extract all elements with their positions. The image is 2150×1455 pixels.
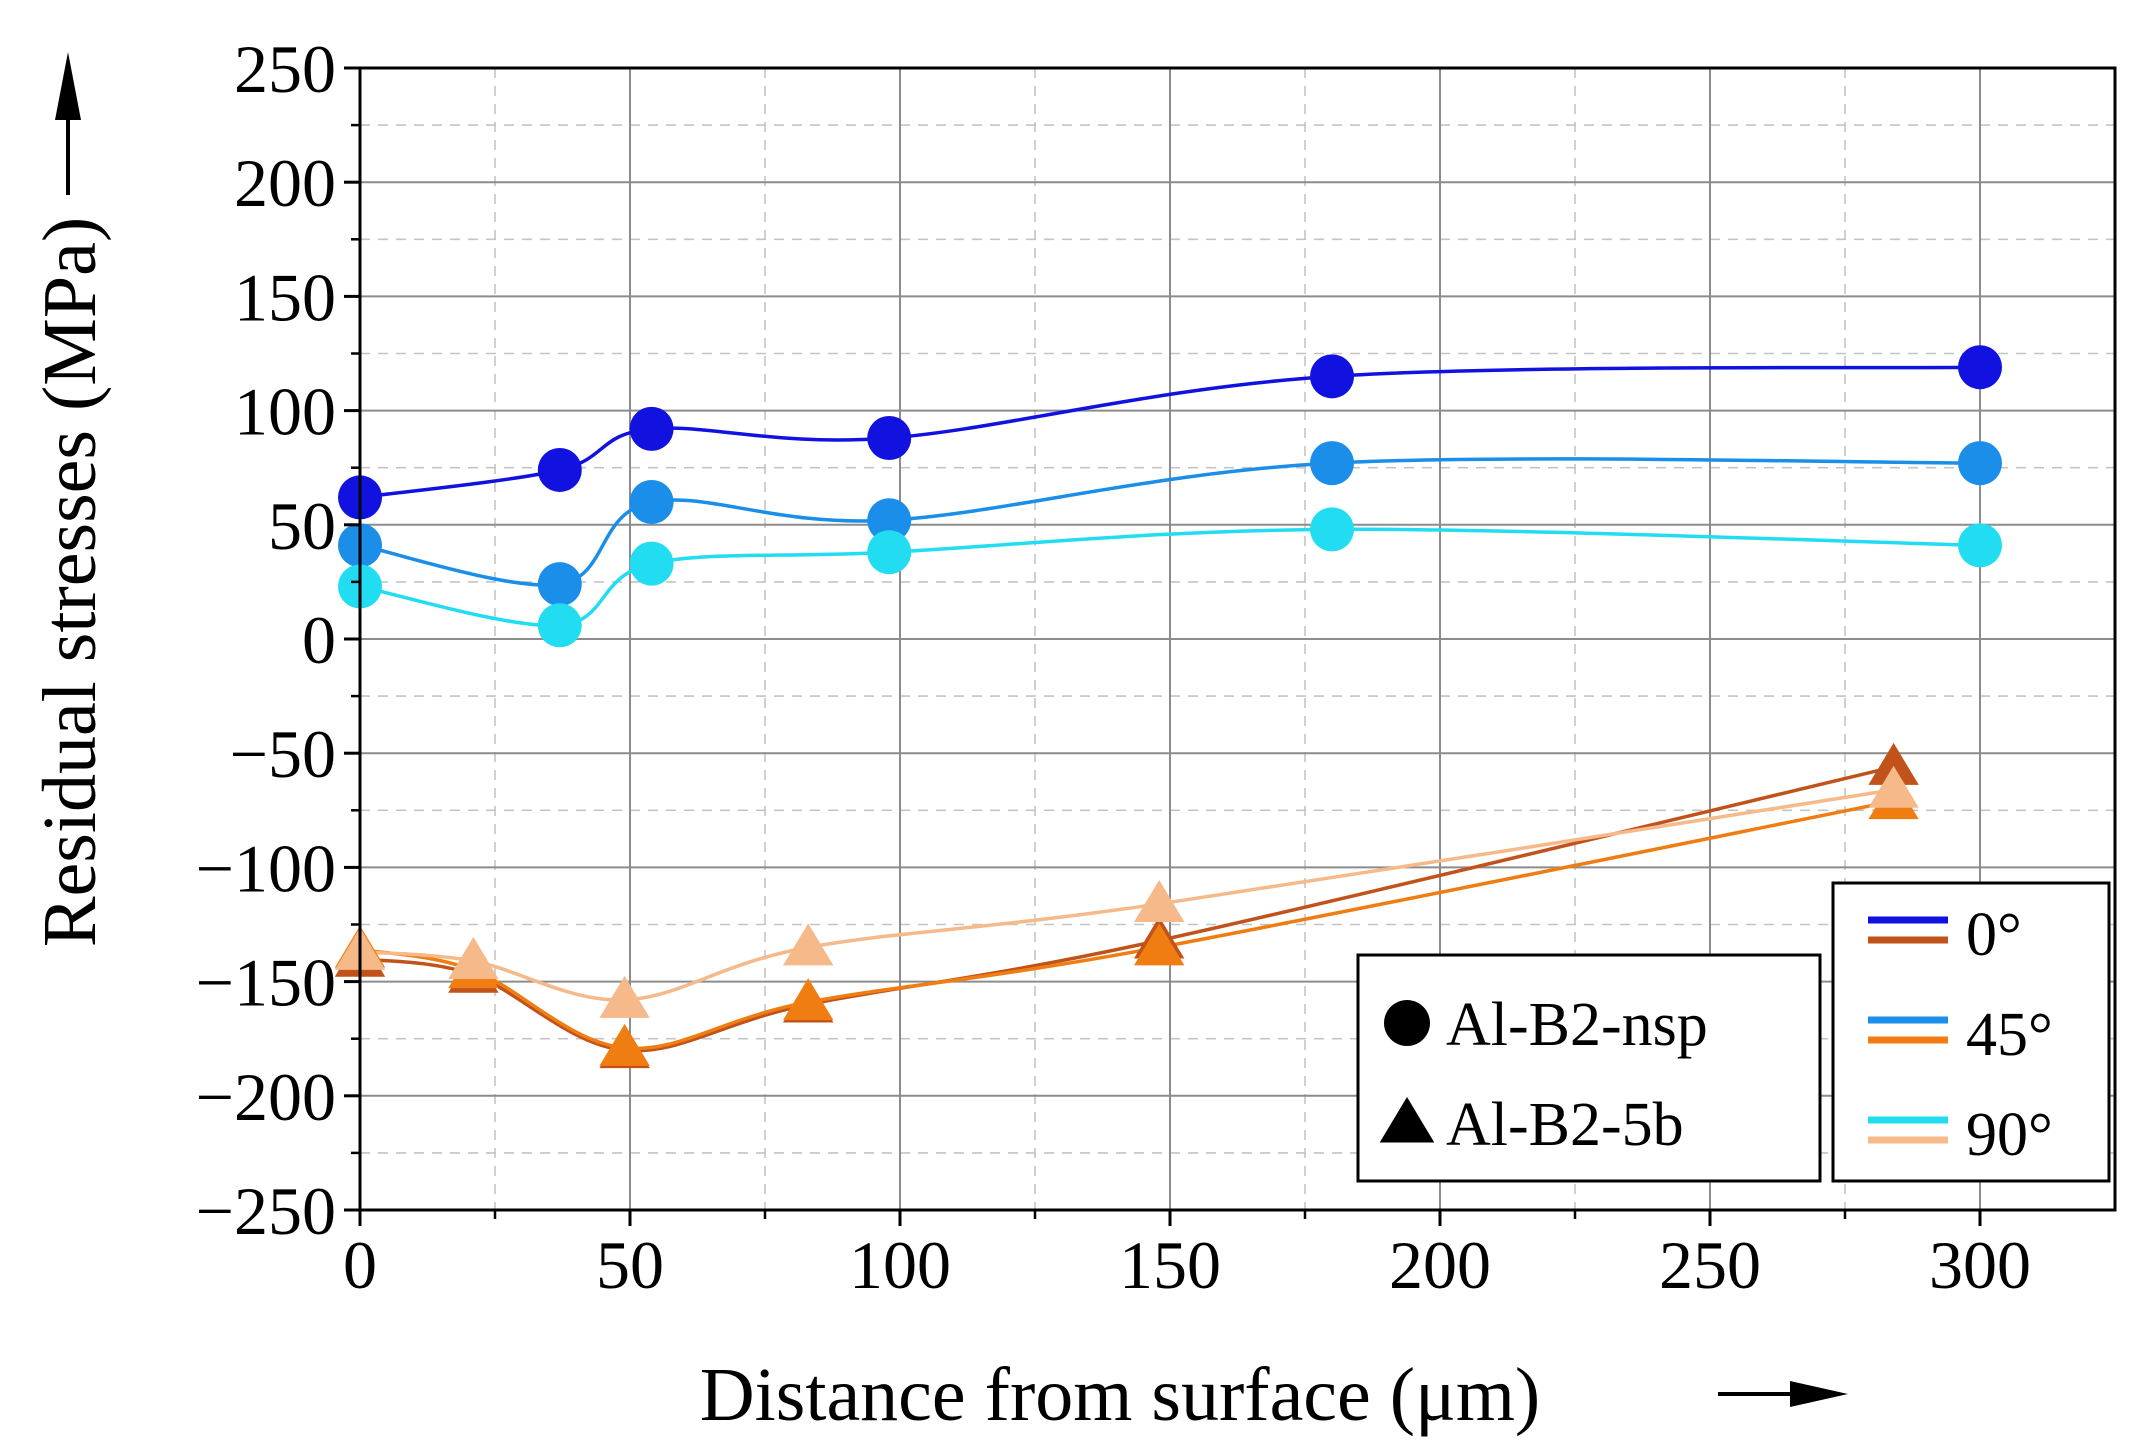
point-al-b2-nsp-45deg (1958, 441, 2002, 486)
x-tick-labels: 0 50 100 150 200 250 300 (343, 1227, 2031, 1303)
x-tick-label: 250 (1659, 1227, 1761, 1303)
point-al-b2-5b-45deg (1134, 923, 1185, 966)
legend-label: Al-B2-5b (1446, 1091, 1684, 1159)
y-tick-labels: 250 200 150 100 50 0 −50 −100 −150 −200 −250 (196, 31, 336, 1249)
series-line-al-b2-5b-45deg (359, 799, 1894, 1051)
legend-angle-label: 45° (1966, 1001, 2053, 1069)
point-al-b2-nsp-90deg (1310, 507, 1354, 552)
point-al-b2-5b-90deg (599, 975, 650, 1018)
x-tick-label: 0 (343, 1227, 377, 1303)
point-al-b2-nsp-90deg (629, 541, 674, 586)
y-tick-label: −150 (196, 945, 336, 1021)
point-al-b2-nsp-0deg (537, 447, 582, 492)
x-tick-label: 100 (849, 1227, 951, 1303)
angle-legend-box (1831, 881, 2111, 1183)
point-al-b2-nsp-0deg (867, 416, 912, 461)
point-al-b2-5b-45deg (599, 1023, 650, 1066)
legend-circle-icon (1384, 1000, 1430, 1046)
x-tick-label: 200 (1389, 1227, 1491, 1303)
point-al-b2-nsp-45deg (629, 479, 674, 524)
x-tick-label: 50 (596, 1227, 664, 1303)
y-axis-title: Residual stresses (MPa) (28, 217, 112, 947)
x-axis-arrow-icon (1718, 1381, 1848, 1407)
point-al-b2-nsp-90deg (537, 603, 582, 648)
marker-legend: Al-B2-nsp Al-B2-5b (1356, 953, 1822, 1183)
point-al-b2-nsp-45deg (1310, 441, 1354, 486)
angle-legend: 0° 45° 90° (1831, 881, 2111, 1183)
point-al-b2-nsp-0deg (1958, 345, 2002, 390)
y-tick-label: −200 (196, 1059, 336, 1135)
point-al-b2-5b-90deg (783, 923, 834, 966)
legend-triangle-icon (1379, 1097, 1435, 1143)
tick-marks (344, 66, 1982, 1226)
legend-angle-label: 90° (1966, 1101, 2053, 1169)
point-al-b2-nsp-45deg (537, 562, 582, 607)
y-tick-label: 100 (234, 374, 336, 450)
y-tick-label: 50 (268, 488, 336, 564)
point-al-b2-5b-90deg (448, 937, 499, 980)
series-line-al-b2-5b-90deg (359, 788, 1894, 1002)
point-al-b2-5b-90deg (1134, 879, 1185, 922)
y-tick-label: −250 (196, 1173, 336, 1249)
x-axis-title: Distance from surface (μm) (700, 1353, 1541, 1437)
point-al-b2-5b-45deg (783, 978, 834, 1021)
y-tick-label: −100 (196, 830, 336, 906)
y-tick-label: 250 (234, 31, 336, 107)
point-al-b2-nsp-90deg (867, 530, 912, 575)
y-tick-label: 0 (302, 602, 336, 678)
y-tick-label: −50 (230, 716, 336, 792)
marker-legend-box (1356, 953, 1822, 1183)
y-axis-arrow-icon (55, 52, 81, 195)
y-tick-label: 150 (234, 259, 336, 335)
legend-angle-label: 0° (1966, 901, 2022, 969)
y-tick-label: 200 (234, 145, 336, 221)
point-al-b2-nsp-90deg (1958, 523, 2002, 568)
point-al-b2-nsp-0deg (1310, 354, 1354, 399)
legend-label: Al-B2-nsp (1446, 991, 1708, 1059)
point-al-b2-nsp-0deg (629, 406, 674, 451)
point-al-b2-5b-0deg (1868, 742, 1919, 785)
x-tick-label: 150 (1119, 1227, 1221, 1303)
x-tick-label: 300 (1929, 1227, 2031, 1303)
point-al-b2-nsp-45deg (867, 498, 912, 543)
point-al-b2-5b-90deg (1868, 765, 1919, 808)
